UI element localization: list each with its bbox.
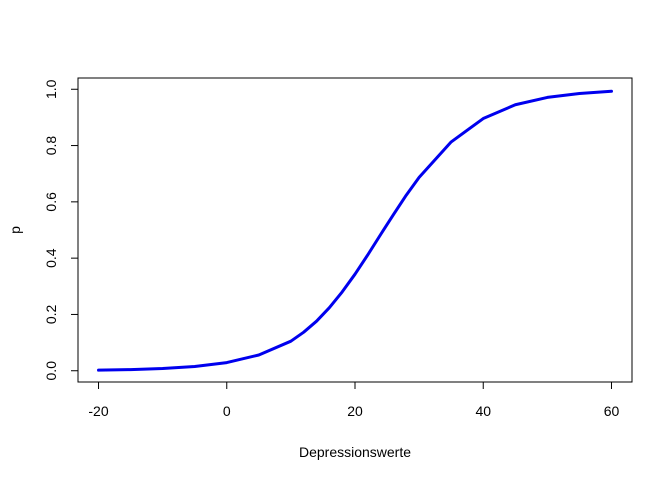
y-axis-ticks: 0.0 0.2 0.4 0.6 0.8 1.0 [43,79,78,380]
y-axis-title: p [7,226,23,234]
x-tick-label: -20 [88,403,108,419]
x-tick-label: 0 [223,403,231,419]
plot-area-box [77,77,633,383]
y-tick-label: 0.8 [43,136,59,156]
x-axis-ticks: -20 0 20 40 60 [88,382,619,419]
x-tick-label: 60 [604,403,620,419]
y-tick-label: 0.6 [43,192,59,212]
x-tick-label: 20 [347,403,363,419]
y-tick-label: 0.4 [43,248,59,268]
series-line [97,89,613,372]
y-tick-label: 1.0 [43,79,59,99]
y-tick-label: 0.2 [43,305,59,325]
series-layer [97,89,613,372]
x-tick-label: 40 [475,403,491,419]
y-tick-label: 0.0 [43,361,59,381]
x-axis-title: Depressionswerte [299,444,411,460]
